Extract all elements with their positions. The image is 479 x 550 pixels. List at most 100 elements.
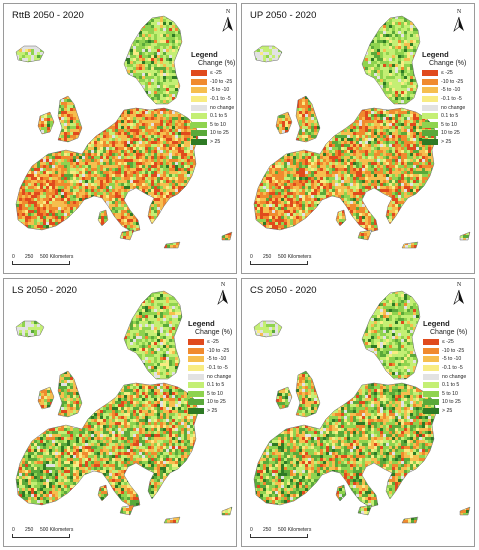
legend-label: -10 to -25 [207,347,230,354]
legend-swatch [191,87,207,94]
scale-bar: 0 250 500 Kilometers [12,527,122,538]
legend-item: -5 to -10 [422,86,466,95]
legend-item: no change [188,372,232,381]
legend-swatch [423,390,439,397]
legend-item: -5 to -10 [423,355,467,364]
legend-item: no change [191,103,235,112]
coastline-crete [401,516,419,524]
legend-swatch [422,96,438,103]
scale-tick-label: 250 [263,254,272,260]
scale-tick-label: 250 [25,254,34,260]
coastline-ireland [275,111,293,135]
legend-swatch [191,113,207,120]
scale-tick-label: 0 [250,527,253,533]
legend-label: -0.1 to -5 [207,365,228,372]
coastline-cyprus [459,231,471,241]
legend-swatch [188,347,204,354]
legend-label: -5 to -10 [210,87,230,94]
legend-item: ≤ -25 [422,69,466,78]
legend-item: -10 to -25 [188,347,232,356]
legend-item: > 25 [191,138,235,147]
coastline-sardinia [335,484,347,502]
panel-title: RttB 2050 - 2020 [12,10,84,21]
legend-item: -0.1 to -5 [188,364,232,373]
legend-item: 0.1 to 5 [423,381,467,390]
coastline-crete [163,241,181,249]
legend-item: -10 to -25 [423,347,467,356]
coastline-mainland [253,382,437,508]
legend-label: ≤ -25 [442,339,454,346]
scale-tick-label: 0 [12,527,15,533]
legend-label: ≤ -25 [441,70,453,77]
scale-tick-label: 500 Kilometers [40,527,74,533]
legend-label: 5 to 10 [207,390,223,397]
coastline-sicily [357,229,373,241]
scale-bar-line [12,261,70,265]
legend-swatch [423,373,439,380]
coastline-britain [295,95,321,143]
legend-item: > 25 [422,138,466,147]
legend-swatch [191,78,207,85]
legend-item: no change [422,103,466,112]
legend-label: 10 to 25 [207,399,226,406]
legend-swatch [423,382,439,389]
legend-label: no change [442,373,467,380]
legend-swatch [422,104,438,111]
coastline-mainland [253,107,437,233]
legend-item: 5 to 10 [188,390,232,399]
legend-item: -10 to -25 [191,78,235,87]
legend-title: Legend [423,319,450,328]
legend-item: 10 to 25 [191,129,235,138]
legend-item: 0.1 to 5 [188,381,232,390]
legend-swatch [188,339,204,346]
coastline-scandinavia [361,15,421,105]
legend-swatch [188,390,204,397]
map-panel-up: UP 2050 - 2020 N Legend Change (%) ≤ -25… [241,3,475,274]
scale-tick-label: 0 [12,254,15,260]
legend-label: -5 to -10 [441,87,461,94]
map-panel-ls: LS 2050 - 2020 N Legend Change (%) ≤ -25… [3,278,237,547]
europe-change-map [253,290,471,524]
legend-label: 0.1 to 5 [442,382,460,389]
coastline-scandinavia [123,15,183,105]
legend-label: -5 to -10 [442,356,462,363]
legend-item: > 25 [188,407,232,416]
legend-label: > 25 [441,139,452,146]
legend-swatch [423,408,439,415]
coastline-ireland [37,386,55,410]
scale-tick-label: 500 Kilometers [278,527,312,533]
legend-swatch [191,130,207,137]
coastline-ireland [37,111,55,135]
legend: Legend Change (%) ≤ -25 -10 to -25 -5 to -… [422,50,466,146]
legend-label: 10 to 25 [441,130,460,137]
legend-label: > 25 [210,139,221,146]
scale-bar-line [12,534,70,538]
legend-subtitle: Change (%) [429,60,467,67]
legend-label: ≤ -25 [210,70,222,77]
legend-item: > 25 [423,407,467,416]
legend-title: Legend [422,50,449,59]
legend-swatch [422,70,438,77]
coastline-iceland [15,45,45,63]
legend-label: no change [207,373,232,380]
legend-item: ≤ -25 [191,69,235,78]
legend: Legend Change (%) ≤ -25 -10 to -25 -5 to -… [423,319,467,415]
coastline-sardinia [97,209,109,227]
legend-swatch [188,356,204,363]
legend-swatch [422,139,438,146]
legend-swatch [191,104,207,111]
legend-label: -0.1 to -5 [441,96,462,103]
legend-label: -0.1 to -5 [442,365,463,372]
legend-swatch [423,339,439,346]
legend-swatch [422,113,438,120]
north-arrow-icon: N [216,282,230,305]
legend-item: ≤ -25 [188,338,232,347]
legend-item: 5 to 10 [422,121,466,130]
legend-label: no change [441,104,466,111]
panel-title: UP 2050 - 2020 [250,10,317,21]
coastline-sicily [357,504,373,516]
region-scandinavia [124,291,182,379]
scale-bar-line [250,261,308,265]
legend-swatch [188,408,204,415]
legend-swatch [423,356,439,363]
